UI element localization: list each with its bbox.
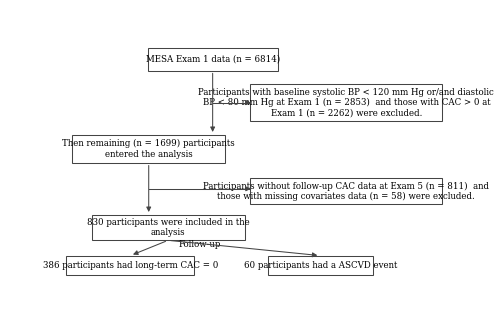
Text: Participants with baseline systolic BP < 120 mm Hg or/and diastolic
BP < 80 mm H: Participants with baseline systolic BP <… (198, 88, 494, 118)
Text: 386 participants had long-term CAC = 0: 386 participants had long-term CAC = 0 (42, 261, 218, 270)
FancyBboxPatch shape (250, 84, 442, 122)
Text: Follow-up: Follow-up (179, 240, 221, 249)
FancyBboxPatch shape (250, 179, 442, 204)
FancyBboxPatch shape (92, 215, 244, 240)
FancyBboxPatch shape (72, 135, 226, 163)
Text: 830 participants were included in the
analysis: 830 participants were included in the an… (86, 218, 250, 237)
FancyBboxPatch shape (268, 255, 372, 276)
Text: Participants without follow-up CAC data at Exam 5 (n = 811)  and
those with miss: Participants without follow-up CAC data … (204, 181, 490, 201)
Text: MESA Exam 1 data (n = 6814): MESA Exam 1 data (n = 6814) (146, 55, 280, 64)
FancyBboxPatch shape (148, 48, 278, 71)
Text: 60 participants had a ASCVD event: 60 participants had a ASCVD event (244, 261, 397, 270)
Text: Then remaining (n = 1699) participants
entered the analysis: Then remaining (n = 1699) participants e… (62, 139, 235, 158)
FancyBboxPatch shape (66, 255, 194, 276)
